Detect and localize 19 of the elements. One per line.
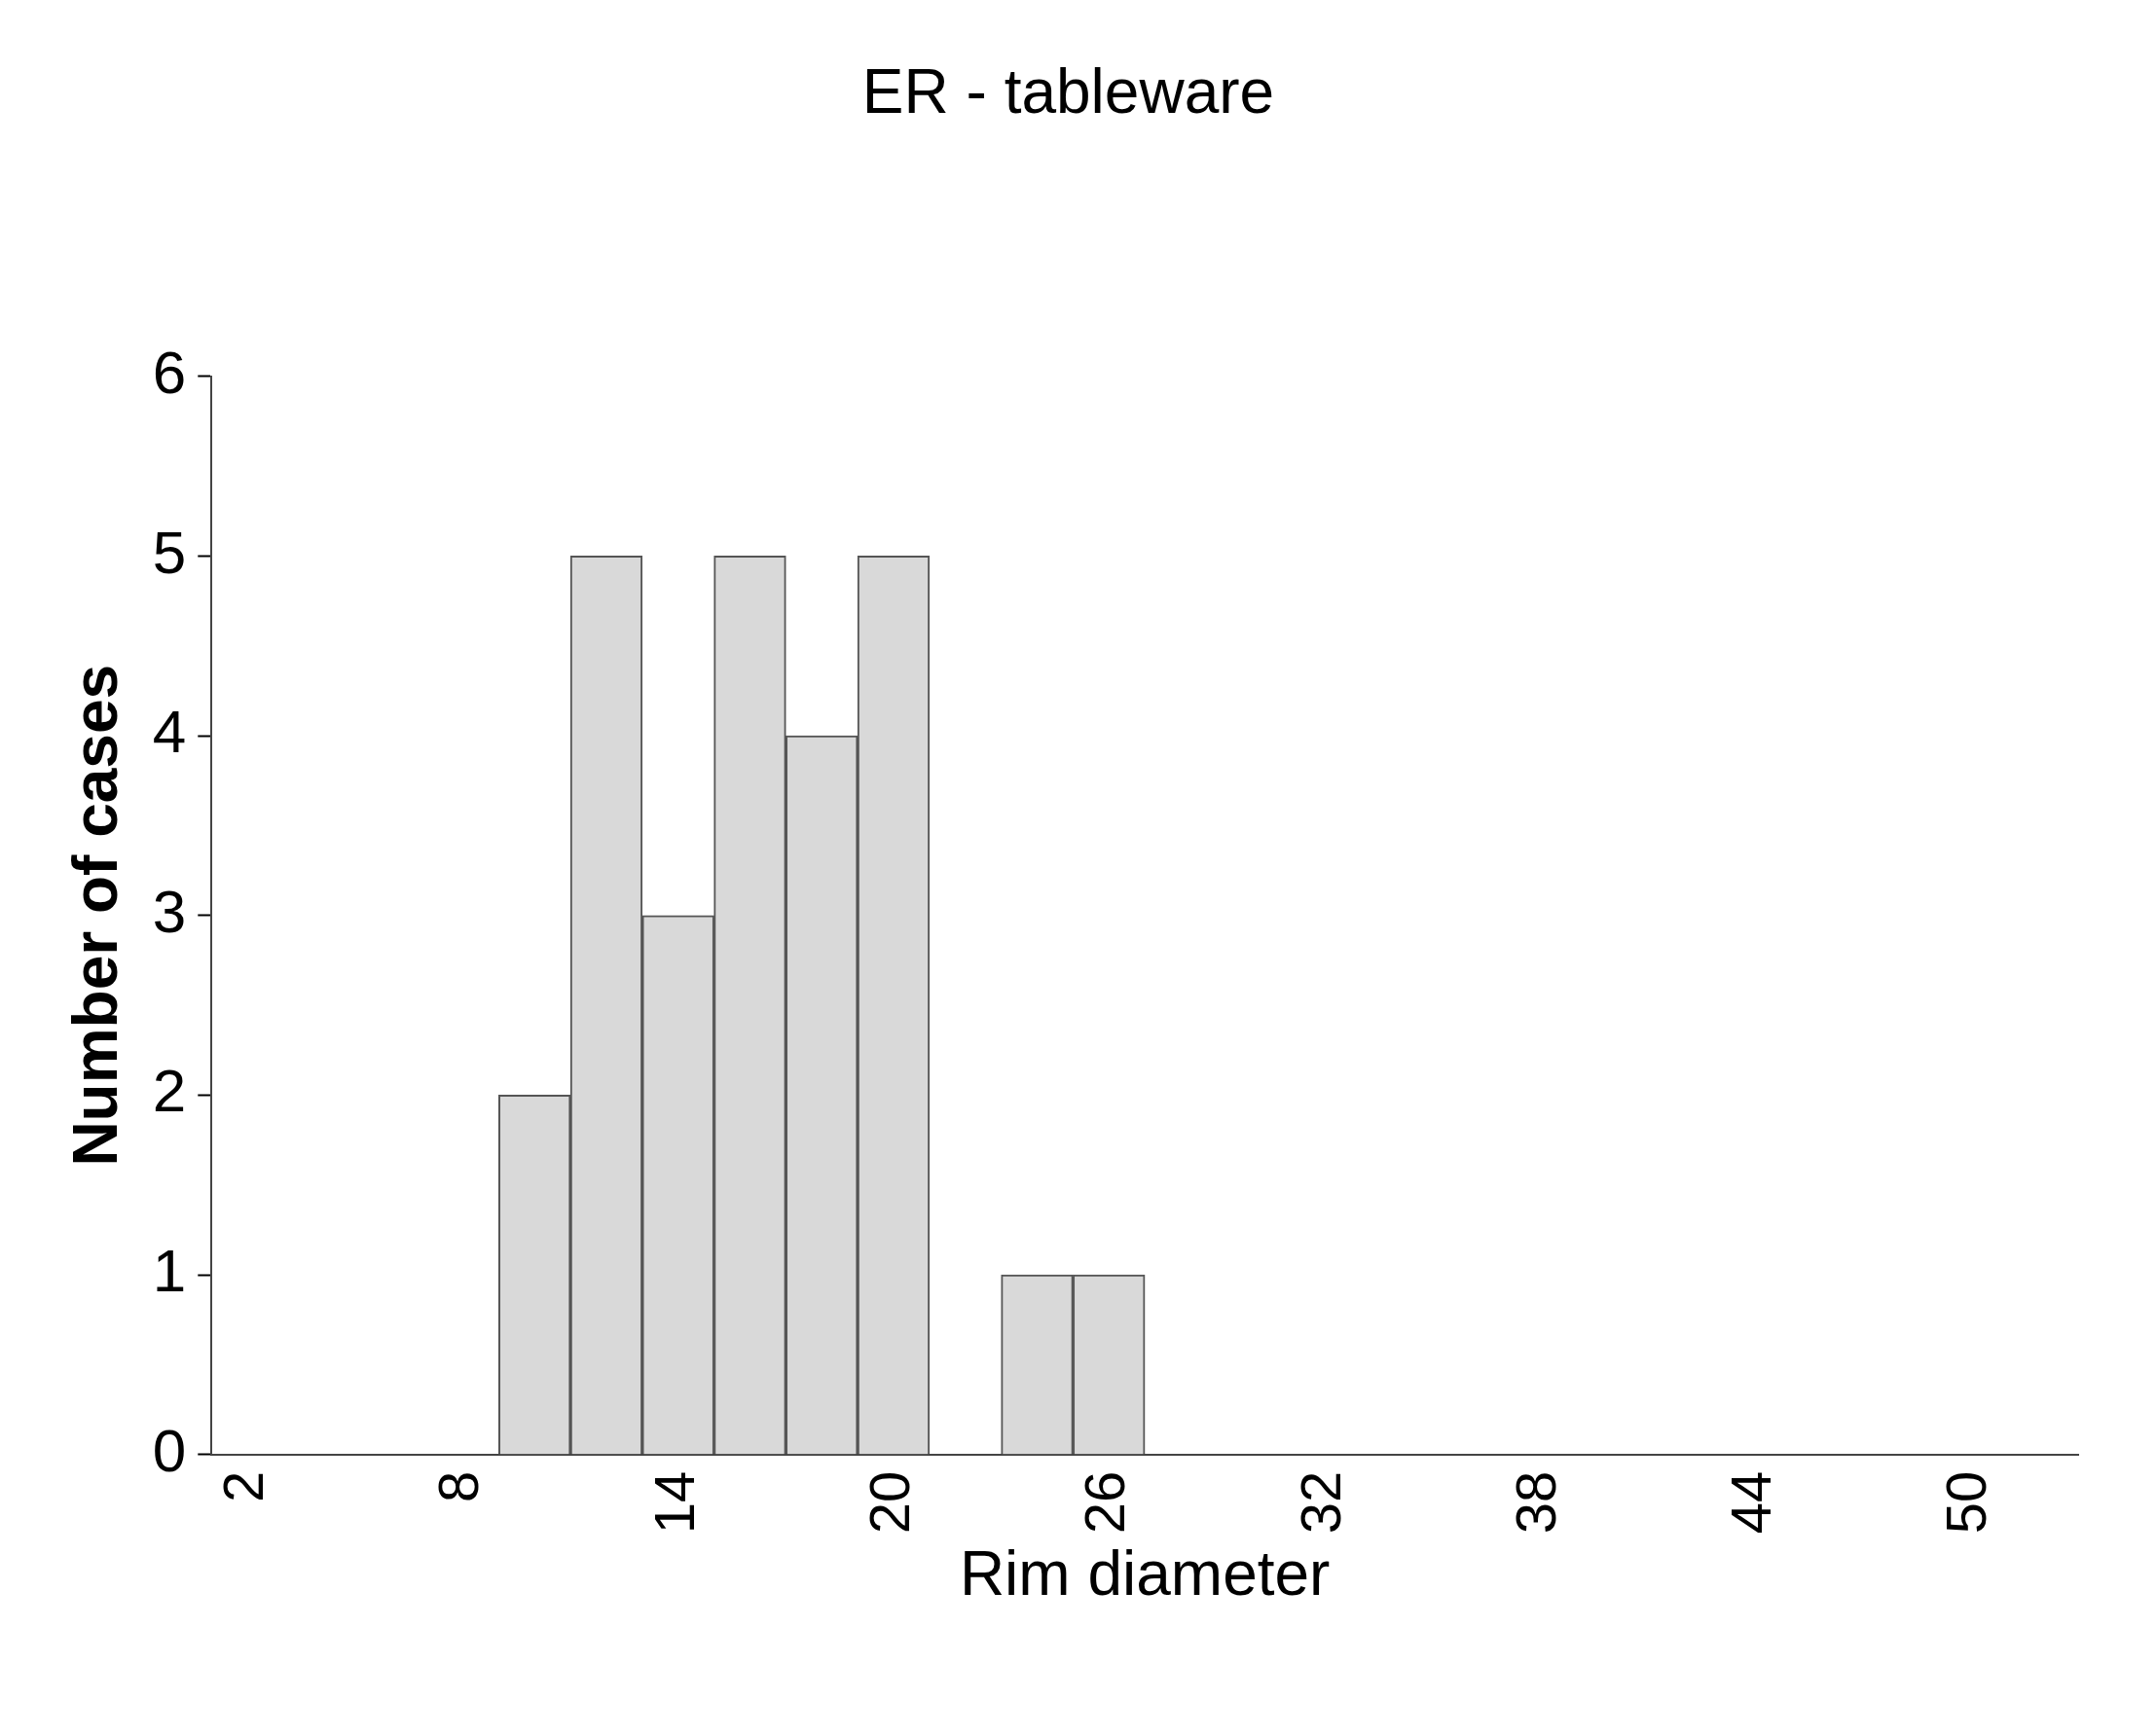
x-tick-label: 38 — [1503, 1470, 1567, 1535]
y-tick-label: 1 — [152, 1237, 187, 1305]
y-tick-label: 4 — [152, 698, 187, 766]
x-tick-label: 14 — [641, 1470, 706, 1535]
y-tick-label: 5 — [152, 518, 187, 586]
chart-title: ER - tableware — [861, 56, 1275, 127]
x-tick-label: 20 — [857, 1470, 921, 1535]
y-tick-label: 6 — [152, 338, 187, 406]
y-tick-label: 0 — [152, 1416, 187, 1484]
y-tick-label: 2 — [152, 1057, 187, 1125]
x-tick-label: 50 — [1934, 1470, 1998, 1535]
y-tick-label: 3 — [152, 877, 187, 945]
x-tick-label: 32 — [1288, 1470, 1352, 1535]
x-tick-label: 8 — [426, 1470, 491, 1502]
x-axis-title: Rim diameter — [959, 1538, 1331, 1609]
x-tick-label: 44 — [1719, 1470, 1783, 1535]
y-axis-title: Number of cases — [60, 664, 131, 1167]
x-tick-label: 2 — [211, 1470, 275, 1502]
x-tick-label: 26 — [1073, 1470, 1137, 1535]
